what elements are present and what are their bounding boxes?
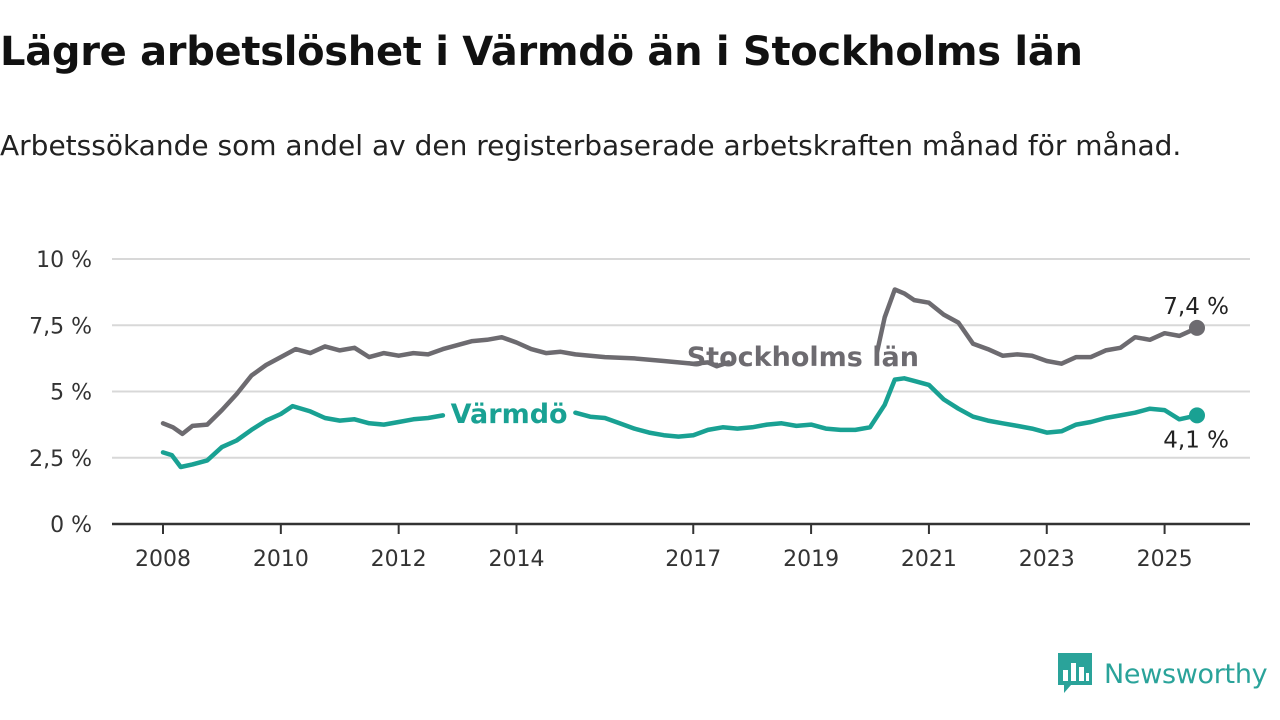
stockholm-end-marker: [1189, 319, 1205, 336]
x-tick-label: 2017: [665, 547, 721, 572]
stockholm-series-line: [874, 287, 1200, 366]
varmdo-series-label: Värmdö: [451, 399, 568, 430]
brand-name: Newsworthy: [1104, 658, 1268, 690]
series-annotations: Stockholms län 7,4 % Värmdö 4,1 %: [451, 294, 1229, 453]
x-axis: 2008 2010 2012 2014 2017 2019 2021 2023 2025: [112, 522, 1250, 572]
series-lines: [160, 287, 1200, 470]
varmdo-series-line: [160, 403, 446, 470]
y-tick-label: 7,5 %: [29, 314, 92, 339]
varmdo-series-line: [573, 376, 1200, 439]
stockholm-end-label: 7,4 %: [1163, 294, 1229, 320]
x-tick-label: 2019: [783, 547, 839, 572]
x-tick-label: 2010: [253, 547, 309, 572]
x-tick-label: 2012: [371, 547, 427, 572]
page-title: Lägre arbetslöshet i Värmdö än i Stockho…: [0, 29, 1083, 75]
x-tick-label: 2021: [901, 547, 957, 572]
chart-subtitle: Arbetssökande som andel av den registerb…: [0, 129, 1182, 162]
y-tick-label: 5 %: [50, 381, 92, 406]
y-tick-label: 0 %: [50, 513, 92, 538]
newsworthy-logo-icon: [1058, 653, 1092, 693]
x-tick-label: 2023: [1019, 547, 1075, 572]
grid-lines: [112, 258, 1250, 459]
x-tick-label: 2025: [1137, 547, 1193, 572]
y-tick-label: 10 %: [36, 248, 92, 273]
stockholm-series-label: Stockholms län: [687, 342, 919, 373]
stockholm-series-line: [160, 334, 731, 437]
varmdo-end-label: 4,1 %: [1163, 427, 1229, 453]
y-tick-label: 2,5 %: [29, 447, 92, 472]
x-tick-label: 2014: [489, 547, 545, 572]
x-tick-label: 2008: [135, 547, 191, 572]
varmdo-end-marker: [1189, 407, 1205, 424]
y-axis-labels: 0 % 2,5 % 5 % 7,5 % 10 %: [29, 248, 92, 538]
brand-logo: Newsworthy: [1058, 652, 1268, 696]
